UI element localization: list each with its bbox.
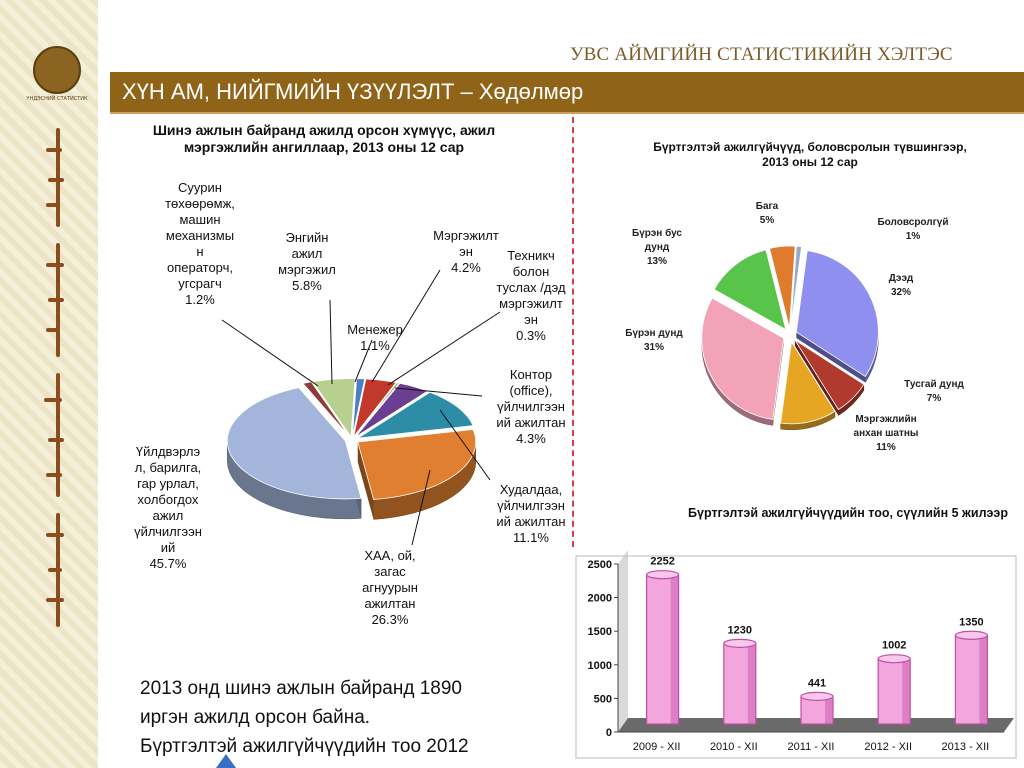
title-underline bbox=[110, 112, 1024, 114]
pie2-slice bbox=[780, 340, 836, 431]
pie2-label-secondary: Бүрэн дунд 31% bbox=[625, 328, 683, 353]
y-tick-label: 1500 bbox=[588, 626, 612, 638]
x-tick-label: 2009 - XII bbox=[633, 741, 681, 753]
summary-note: 2013 онд шинэ ажлын байранд 1890 иргэн а… bbox=[140, 674, 550, 761]
pie2-label-no-education: Боловсролгүй 1% bbox=[877, 217, 949, 242]
pie1-leader-line bbox=[387, 311, 501, 386]
pie1-label-technician: Техникч болон туслах /дэд мэргэжилт эн 0.3% bbox=[496, 248, 566, 343]
y-tick-label: 1000 bbox=[588, 660, 612, 672]
pie1-slice bbox=[353, 378, 397, 437]
bar-value-label: 1350 bbox=[959, 616, 983, 628]
title-bar: ХҮН АМ, НИЙГМИЙН ҮЗҮҮЛЭЛТ – Хөдөлмөр bbox=[110, 72, 1024, 112]
note-line: 2013 онд шинэ ажлын байранд 1890 bbox=[140, 678, 462, 699]
bar bbox=[723, 638, 757, 725]
pie1-slice bbox=[354, 382, 400, 438]
mongolian-script-decoration bbox=[44, 128, 64, 627]
pie1-label-professional: Мэргэжилт эн 4.2% bbox=[433, 228, 499, 275]
pie1-leader-line bbox=[329, 299, 333, 385]
pie1-label-office: Контор (office), үйлчилгээн ий ажилтан 4.3% bbox=[496, 367, 566, 446]
pie1-leader-line bbox=[354, 339, 373, 383]
pie1-leader-line bbox=[371, 269, 441, 383]
bar-chart-floor bbox=[618, 718, 1014, 732]
x-tick-label: 2012 - XII bbox=[864, 741, 912, 753]
y-tick-label: 2000 bbox=[588, 593, 612, 605]
page-title: ХҮН АМ, НИЙГМИЙН ҮЗҮҮЛЭЛТ – Хөдөлмөр bbox=[122, 79, 584, 104]
pie1-slice bbox=[312, 378, 356, 438]
pie2-slice bbox=[769, 245, 796, 329]
bar-value-label: 441 bbox=[808, 677, 826, 689]
pie2-slice bbox=[790, 245, 803, 329]
bar bbox=[800, 691, 834, 725]
note-line: Бүртгэлтэй ажилгүйчүүдийн тоо 2012 bbox=[140, 736, 469, 757]
bar-chart-frame bbox=[575, 555, 1017, 759]
pie1-label-manager: Менежер 1.1% bbox=[347, 322, 403, 353]
organization-title: УВС АЙМГИЙН СТАТИСТИКИЙН ХЭЛТЭС bbox=[570, 44, 953, 65]
pie2-slice bbox=[794, 339, 865, 416]
x-tick-label: 2011 - XII bbox=[788, 741, 835, 753]
pie2-label-higher: Дээд 32% bbox=[888, 273, 914, 298]
pie1-label-industry: Үйлдвэрлэ л, барилга, гар урлал, холбогдох а… bbox=[134, 444, 202, 571]
pie2-label-vocational-primary: Мэргэжлийн анхан шатны 11% bbox=[853, 414, 919, 453]
bar bbox=[954, 630, 989, 725]
pie1-slice bbox=[357, 429, 477, 520]
x-tick-label: 2010 - XII bbox=[710, 741, 758, 753]
pie2-slice bbox=[795, 250, 879, 384]
pie1-label-agriculture: ХАА, ой, загас агнуурын ажилтан 26.3% bbox=[362, 548, 418, 627]
pie2-label-vocational-secondary: Тусгай дунд 7% bbox=[904, 379, 964, 404]
bar-chart-side-wall bbox=[618, 550, 628, 732]
pie1-label-elementary: Энгийн ажил мэргэжил 5.8% bbox=[278, 230, 336, 293]
decorative-side-strip: ҮНДЭСНИЙ СТАТИСТИК bbox=[0, 0, 98, 768]
note-line: иргэн ажилд орсон байна. bbox=[140, 707, 371, 728]
pie1-leader-line bbox=[411, 469, 431, 546]
pie2-label-lower-secondary: Бүрэн бус дунд 13% bbox=[632, 228, 682, 267]
bar-value-label: 1230 bbox=[728, 624, 752, 636]
logo-text: ҮНДЭСНИЙ СТАТИСТИК bbox=[26, 96, 88, 102]
bar bbox=[877, 654, 911, 725]
pie2-title: Бүртгэлтэй ажилгүйчүүд, боловсролын түвш… bbox=[653, 140, 967, 169]
pie1-title: Шинэ ажлын байранд ажилд орсон хүмүүс, а… bbox=[152, 122, 496, 155]
pie1-slice bbox=[357, 391, 474, 439]
pie1-slice bbox=[226, 387, 362, 520]
y-tick-label: 0 bbox=[606, 727, 612, 739]
bar-value-label: 1002 bbox=[882, 640, 906, 652]
x-tick-label: 2013 - XII bbox=[942, 741, 990, 753]
pie1-leader-line bbox=[221, 319, 319, 387]
pie1-leader-line bbox=[439, 409, 491, 481]
y-tick-label: 500 bbox=[594, 693, 612, 705]
bar bbox=[645, 570, 680, 725]
pie1-label-trade: Худалдаа, үйлчилгээн ий ажилтан 11.1% bbox=[496, 482, 566, 545]
bar-value-label: 2252 bbox=[650, 556, 674, 568]
pie1-leader-line bbox=[394, 387, 483, 397]
pie1-label-operator: Суурин төхөөрөмж, машин механизмы н операторч… bbox=[165, 180, 235, 307]
logo-emblem bbox=[33, 46, 81, 94]
section-divider bbox=[572, 117, 574, 547]
bar-chart-title: Бүртгэлтэй ажилгүйчүүдийн тоо, сүүлийн 5… bbox=[688, 506, 1008, 520]
pie2-slice bbox=[713, 249, 787, 331]
pie2-label-primary: Бага 5% bbox=[755, 201, 779, 226]
pointer-arrow-icon bbox=[216, 754, 236, 768]
pie2-slice bbox=[701, 297, 785, 426]
y-tick-label: 2500 bbox=[588, 559, 612, 571]
